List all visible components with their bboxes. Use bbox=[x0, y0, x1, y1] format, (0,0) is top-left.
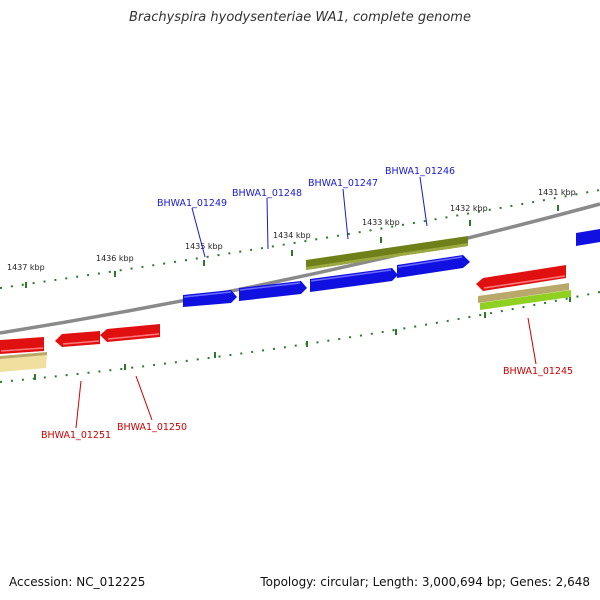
scale-label-1435: 1435 kbp bbox=[185, 242, 223, 251]
scale-label-1437: 1437 kbp bbox=[7, 263, 45, 272]
reverse-gene-highlights bbox=[0, 275, 566, 352]
map-title: Brachyspira hyodysenteriae WA1, complete… bbox=[129, 10, 471, 25]
olive-feature-band-highlight bbox=[306, 243, 468, 270]
genome-summary: Topology: circular; Length: 3,000,694 bp… bbox=[260, 575, 590, 589]
lime-feature-band bbox=[480, 290, 571, 310]
gene-arrow-BHWA1_01251[interactable] bbox=[55, 331, 100, 347]
gene-arrow-offscreen-forward[interactable] bbox=[576, 229, 600, 246]
accession-info: Accession: NC_012225 bbox=[9, 575, 145, 589]
length-label: Length: bbox=[372, 575, 419, 589]
gene-label-BHWA1_01250[interactable]: BHWA1_01250 bbox=[117, 422, 187, 433]
scale-label-1433: 1433 kbp bbox=[362, 218, 400, 227]
gene-arrow-BHWA1_01249[interactable] bbox=[183, 290, 237, 307]
gene-arrow-BHWA1_01250[interactable] bbox=[100, 324, 160, 342]
pale-feature-band-edge bbox=[0, 352, 47, 359]
accession-value: NC_012225 bbox=[76, 575, 146, 589]
gene-label-BHWA1_01251[interactable]: BHWA1_01251 bbox=[41, 430, 111, 441]
scale-label-1432: 1432 kbp bbox=[450, 204, 488, 213]
scale-label-1434: 1434 kbp bbox=[273, 231, 311, 240]
forward-gene-highlights bbox=[183, 256, 463, 298]
gene-arrow-BHWA1_01247[interactable] bbox=[310, 268, 398, 292]
reverse-genes bbox=[0, 265, 566, 354]
scale-label-1431: 1431 kbp bbox=[538, 188, 576, 197]
gene-arrow-BHWA1_01248[interactable] bbox=[239, 281, 307, 301]
genes-label: Genes: bbox=[509, 575, 552, 589]
gene-label-BHWA1_01249[interactable]: BHWA1_01249 bbox=[157, 198, 227, 209]
forward-genes bbox=[183, 229, 600, 307]
topology-label: Topology: bbox=[260, 575, 317, 589]
gene-arrow-BHWA1_01245[interactable] bbox=[476, 265, 566, 291]
gene-label-BHWA1_01246[interactable]: BHWA1_01246 bbox=[385, 166, 455, 177]
topology-value: circular bbox=[320, 575, 365, 589]
genes-value: 2,648 bbox=[555, 575, 590, 589]
genome-backbone bbox=[0, 202, 600, 335]
accession-label: Accession: bbox=[9, 575, 73, 589]
gene-label-BHWA1_01247[interactable]: BHWA1_01247 bbox=[308, 178, 378, 189]
reverse-leader-lines bbox=[75, 317, 537, 429]
pale-feature-band bbox=[0, 354, 47, 372]
gene-arrow-offscreen-reverse[interactable] bbox=[0, 337, 44, 354]
khaki-feature-band bbox=[478, 283, 569, 303]
scale-label-1436: 1436 kbp bbox=[96, 254, 134, 263]
length-value: 3,000,694 bp bbox=[421, 575, 502, 589]
gene-arrow-BHWA1_01246[interactable] bbox=[397, 255, 470, 278]
forward-leader-lines bbox=[191, 176, 428, 258]
outer-major-ticks bbox=[25, 205, 559, 288]
gene-label-BHWA1_01248[interactable]: BHWA1_01248 bbox=[232, 188, 302, 199]
gene-label-BHWA1_01245[interactable]: BHWA1_01245 bbox=[503, 366, 573, 377]
